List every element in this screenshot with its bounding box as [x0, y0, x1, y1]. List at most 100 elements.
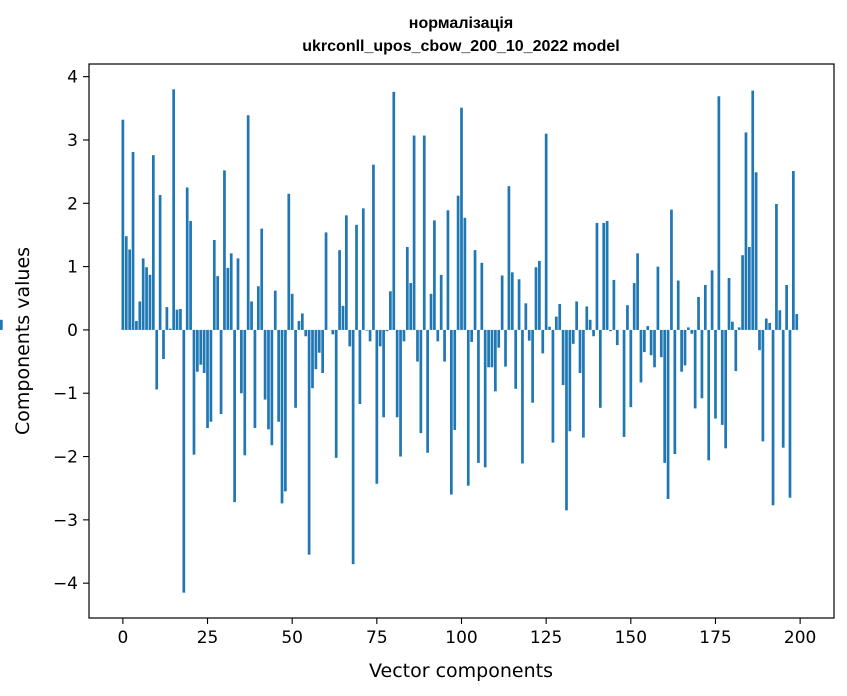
bar: [744, 132, 748, 330]
bar: [392, 91, 396, 330]
bar: [439, 274, 443, 330]
x-tick-label: 50: [281, 628, 303, 648]
bar: [223, 170, 226, 330]
bar: [500, 275, 504, 330]
bar: [405, 246, 409, 330]
bar: [473, 250, 477, 330]
bar: [433, 220, 436, 330]
bar: [192, 329, 196, 455]
bar: [609, 329, 612, 332]
bar: [331, 329, 335, 335]
bar: [615, 329, 619, 346]
bar: [792, 171, 795, 330]
y-tick-label: 1: [67, 258, 78, 278]
bar: [324, 232, 328, 330]
y-tick-label: 4: [67, 68, 78, 88]
bar: [775, 203, 778, 330]
bar: [639, 329, 643, 383]
x-tick-label: 0: [117, 628, 128, 648]
x-axis-ticks: 0 25 50 75 100 125 150 175 200: [117, 618, 816, 648]
bar: [216, 276, 220, 330]
bar: [196, 329, 199, 372]
bar: [795, 314, 799, 330]
bar: [131, 152, 135, 330]
bar: [138, 301, 142, 330]
bar: [273, 290, 277, 330]
bar: [463, 217, 467, 330]
bar: [727, 278, 731, 330]
bar: [717, 96, 721, 330]
bar: [256, 286, 260, 330]
bar: [250, 301, 253, 330]
bar: [317, 329, 321, 353]
bar: [646, 326, 650, 330]
y-axis-ticks: −4 −3 −2 −1 0 1 2 3 4: [53, 68, 89, 594]
bar: [456, 195, 460, 330]
bar: [155, 329, 159, 390]
bar: [358, 329, 362, 404]
bar: [714, 329, 717, 419]
bar: [565, 329, 568, 511]
bar: [571, 329, 575, 344]
bar: [737, 327, 741, 330]
bar: [731, 321, 734, 330]
bar: [521, 329, 524, 464]
bar: [751, 90, 755, 330]
bar: [378, 329, 382, 347]
bar: [284, 329, 287, 492]
bar: [768, 322, 772, 330]
bar: [182, 329, 186, 593]
bar: [514, 329, 518, 389]
bar: [219, 329, 223, 415]
chart-title-line-1: нормалізація: [409, 15, 513, 32]
bar: [466, 329, 470, 486]
bar: [710, 270, 714, 330]
bar: [412, 135, 416, 330]
bar: [687, 327, 690, 330]
bar: [229, 253, 233, 330]
bar: [321, 329, 325, 373]
plot-frame: [88, 63, 835, 619]
bar: [670, 209, 673, 330]
bar: [497, 329, 501, 348]
bar: [351, 329, 355, 565]
bar: [311, 329, 314, 389]
bar: [148, 274, 152, 330]
bar: [453, 329, 457, 430]
bar: [680, 329, 683, 372]
bar: [683, 329, 687, 366]
bar: [365, 329, 369, 331]
bar: [172, 89, 176, 330]
bar: [626, 305, 629, 330]
bar: [788, 329, 792, 498]
bar: [429, 293, 433, 330]
bar: [477, 329, 480, 463]
bar: [602, 222, 606, 330]
bar: [409, 283, 413, 330]
bar: [260, 228, 264, 330]
bar: [612, 279, 616, 330]
bar: [240, 329, 243, 394]
bar: [741, 255, 744, 330]
bar: [785, 284, 788, 330]
bar: [490, 329, 494, 368]
bar: [558, 303, 562, 330]
bar: [233, 329, 236, 503]
bar: [663, 329, 667, 463]
bar: [422, 135, 426, 330]
bar: [531, 329, 534, 403]
y-tick-label: −4: [53, 574, 78, 594]
bar: [277, 329, 280, 422]
bar: [544, 133, 548, 330]
bar: [720, 329, 724, 425]
y-tick-label: 2: [67, 194, 78, 214]
x-tick-label: 175: [699, 628, 731, 648]
bar: [460, 107, 463, 330]
bar: [771, 329, 775, 506]
bar: [534, 267, 538, 330]
bar: [419, 329, 423, 434]
bar: [524, 303, 528, 330]
bar: [236, 258, 240, 330]
bar: [300, 313, 304, 330]
